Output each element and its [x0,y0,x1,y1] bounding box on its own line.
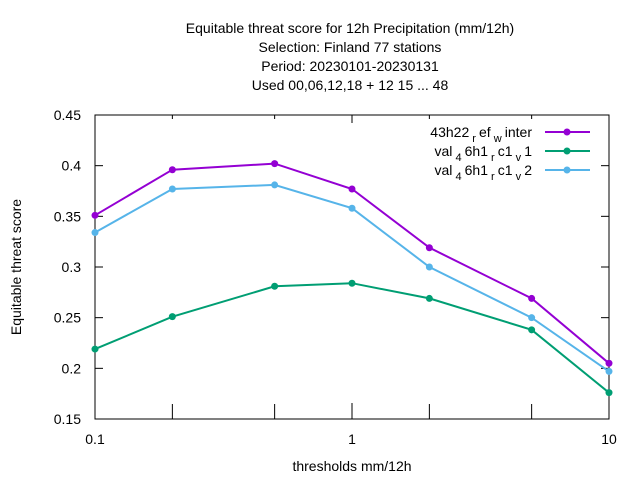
series-line [94,162,610,365]
data-point [605,367,613,375]
data-point [605,389,613,397]
data-point [271,282,279,290]
legend-marker [563,166,571,174]
legend-label: val 4 6h1 r c1 v 2 [435,162,533,183]
series-group [91,160,613,397]
data-point [425,263,433,271]
y-tick-label: 0.45 [54,107,81,123]
data-point [528,314,536,322]
data-point [168,185,176,193]
x-tick-label: 10 [601,431,617,447]
x-axis: 0.1 1 10 [85,115,617,447]
legend-marker [563,147,571,155]
title-line: Equitable threat score for 12h Precipita… [186,20,514,36]
chart-title: Equitable threat score for 12h Precipita… [186,20,514,93]
data-point [348,279,356,287]
data-point [425,294,433,302]
data-point [605,359,613,367]
plot-frame [94,114,610,420]
y-tick-label: 0.15 [54,411,81,427]
data-point [425,244,433,252]
series-0 [91,160,613,367]
x-tick-label: 0.1 [85,431,105,447]
legend-label: val 4 6h1 r c1 v 1 [435,143,533,164]
legend-marker [563,128,571,136]
data-point [348,185,356,193]
data-point [271,160,279,168]
series-1 [91,279,613,397]
title-line: Used 00,06,12,18 + 12 15 ... 48 [252,77,449,93]
y-tick-label: 0.35 [54,208,81,224]
data-point [271,181,279,189]
title-line: Selection: Finland 77 stations [259,39,442,55]
y-tick-label: 0.25 [54,310,81,326]
data-point [528,326,536,334]
y-axis-label: Equitable threat score [8,199,24,335]
x-tick-label: 1 [348,431,356,447]
series-line [94,183,610,373]
series-2 [91,181,613,375]
data-point [91,211,99,219]
data-point [168,166,176,174]
data-point [348,204,356,212]
data-point [91,229,99,237]
y-tick-label: 0.2 [62,360,82,376]
data-point [168,313,176,321]
title-line: Period: 20230101-20230131 [261,58,439,74]
data-point [528,294,536,302]
data-point [91,345,99,353]
y-tick-label: 0.3 [62,259,82,275]
legend-label: 43h22 r ef w inter [430,124,532,145]
x-axis-label: thresholds mm/12h [292,458,411,474]
y-tick-label: 0.4 [62,158,82,174]
